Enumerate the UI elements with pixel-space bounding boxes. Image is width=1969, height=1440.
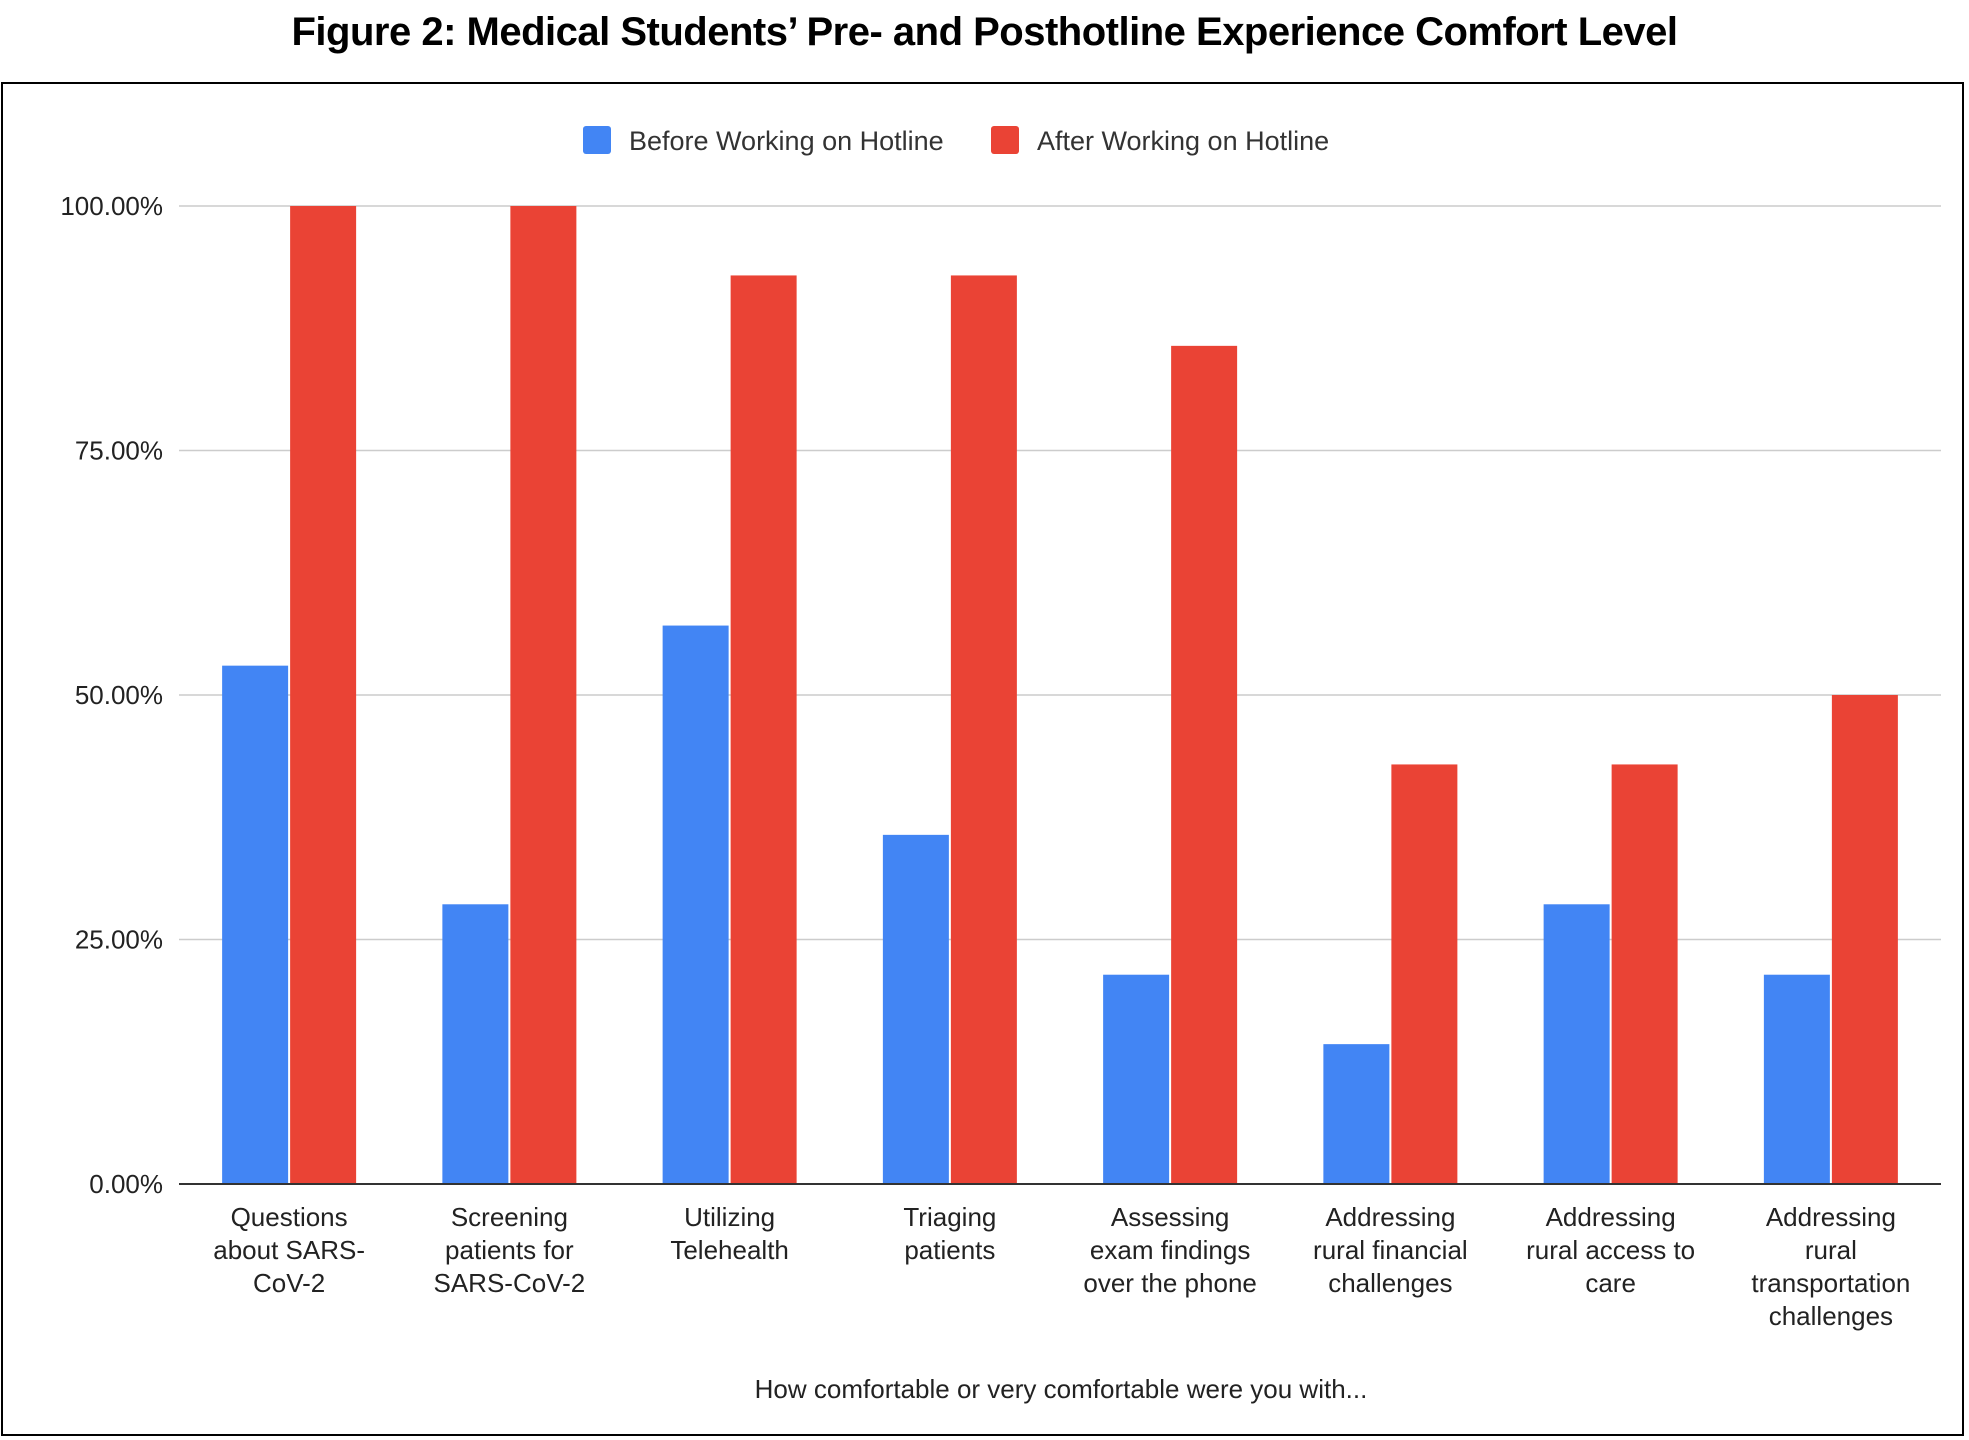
chart-frame: 0.00% 25.00% 50.00% 75.00% 100.00% Questions a… (1, 82, 1964, 1436)
y-tick-label: 50.00% (75, 680, 163, 710)
figure-title: Figure 2: Medical Students’ Pre- and Pos… (291, 10, 1678, 54)
x-axis-title: How comfortable or very comfortable were… (755, 1374, 1368, 1404)
bar-before (1323, 1044, 1390, 1184)
y-tick-label: 0.00% (89, 1169, 163, 1199)
x-tick-label: Addressing rural access to care (1526, 1202, 1695, 1298)
x-tick-label: Questions about SARS-CoV-2 (213, 1202, 365, 1298)
bar-before (662, 625, 729, 1184)
y-tick-label: 100.00% (60, 191, 163, 221)
y-tick-label: 75.00% (75, 436, 163, 466)
legend-swatch (991, 126, 1019, 154)
bar-before (882, 834, 949, 1184)
bar-before (222, 665, 289, 1184)
legend-label: After Working on Hotline (1037, 126, 1329, 156)
x-tick-label: Utilizing Telehealth (670, 1202, 789, 1265)
bar-before (1543, 904, 1610, 1184)
legend-label: Before Working on Hotline (629, 126, 944, 156)
y-tick-label: 25.00% (75, 925, 163, 955)
x-tick-label: Addressing rural transportation challenges (1751, 1202, 1910, 1331)
bar-after (1391, 764, 1458, 1184)
bar-after (1831, 695, 1898, 1184)
bar-after (1171, 345, 1238, 1184)
bar-after (730, 275, 797, 1184)
bar-after (290, 206, 357, 1184)
x-tick-label: Assessing exam findings over the phone (1083, 1202, 1256, 1298)
bar-after (950, 275, 1017, 1184)
bar-after (1611, 764, 1678, 1184)
axes: 0.00% 25.00% 50.00% 75.00% 100.00% Questions a… (60, 191, 1941, 1331)
x-tick-label: Triaging patients (903, 1202, 996, 1265)
bar-before (1103, 974, 1170, 1184)
x-tick-label: Addressing rural financial challenges (1313, 1202, 1468, 1298)
bar-chart: 0.00% 25.00% 50.00% 75.00% 100.00% Questions a… (60, 126, 1941, 1404)
legend: Before Working on Hotline After Working o… (583, 126, 1329, 156)
bar-after (510, 206, 577, 1184)
bar-before (442, 904, 509, 1184)
x-tick-label: Screening patients for SARS-CoV-2 (434, 1202, 586, 1298)
bar-before (1763, 974, 1830, 1184)
legend-swatch (583, 126, 611, 154)
bars (222, 206, 1898, 1184)
